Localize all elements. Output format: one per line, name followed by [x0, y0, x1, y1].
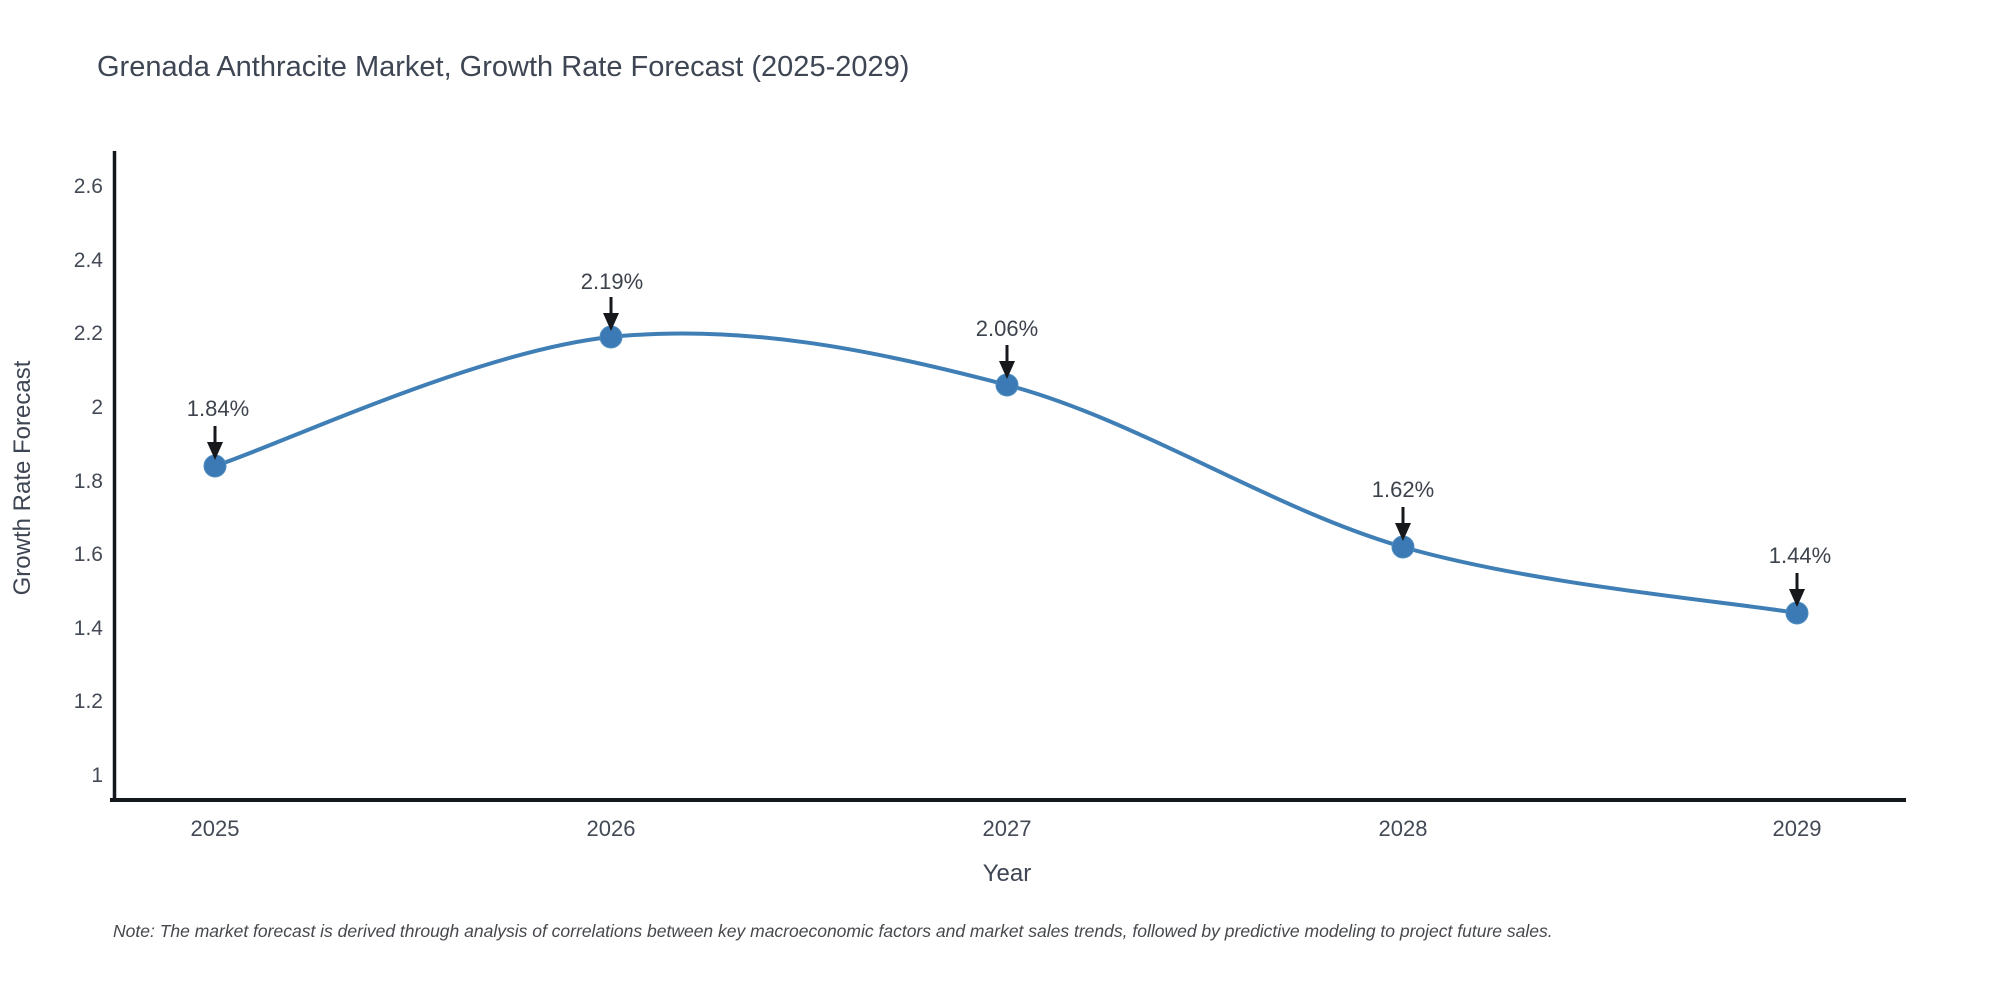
chart-footnote: Note: The market forecast is derived thr…	[113, 921, 1553, 941]
point-value-label: 1.84%	[187, 396, 249, 421]
y-tick-label: 2.2	[74, 322, 103, 345]
x-tick-label: 2027	[983, 816, 1032, 841]
annotation-2029: 1.44%	[1769, 543, 1831, 607]
y-tick-label: 1.4	[74, 617, 104, 640]
arrow-head-icon	[1395, 523, 1411, 541]
y-axis-title: Growth Rate Forecast	[9, 360, 36, 595]
arrow-head-icon	[603, 313, 619, 331]
annotation-2027: 2.06%	[976, 316, 1038, 379]
x-axis-title: Year	[983, 860, 1032, 887]
x-axis-ticks: 2025 2026 2027 2028 2029	[191, 816, 1822, 841]
x-tick-label: 2025	[191, 816, 240, 841]
y-tick-label: 2	[91, 396, 103, 419]
arrow-head-icon	[999, 361, 1015, 379]
arrow-head-icon	[1789, 589, 1805, 607]
x-tick-label: 2028	[1379, 816, 1428, 841]
arrow-head-icon	[207, 442, 223, 460]
y-tick-label: 1	[91, 764, 103, 787]
series-markers	[203, 325, 1809, 625]
y-axis-ticks: 2.6 2.4 2.2 2 1.8 1.6 1.4 1.2 1	[74, 175, 104, 787]
y-tick-label: 1.6	[74, 543, 103, 566]
annotation-2025: 1.84%	[187, 396, 249, 460]
y-tick-label: 2.6	[74, 175, 103, 198]
y-tick-label: 1.8	[74, 470, 103, 493]
y-tick-label: 2.4	[74, 249, 104, 272]
annotation-2028: 1.62%	[1372, 477, 1434, 541]
point-value-label: 1.44%	[1769, 543, 1831, 568]
chart-title: Grenada Anthracite Market, Growth Rate F…	[97, 51, 909, 83]
x-tick-label: 2026	[587, 816, 636, 841]
point-value-label: 2.19%	[581, 269, 643, 294]
point-value-label: 1.62%	[1372, 477, 1434, 502]
y-tick-label: 1.2	[74, 690, 103, 713]
annotation-2026: 2.19%	[581, 269, 643, 331]
annotations: 1.84% 2.19% 2.06% 1.62% 1.44%	[187, 269, 1831, 607]
point-value-label: 2.06%	[976, 316, 1038, 341]
x-tick-label: 2029	[1773, 816, 1822, 841]
